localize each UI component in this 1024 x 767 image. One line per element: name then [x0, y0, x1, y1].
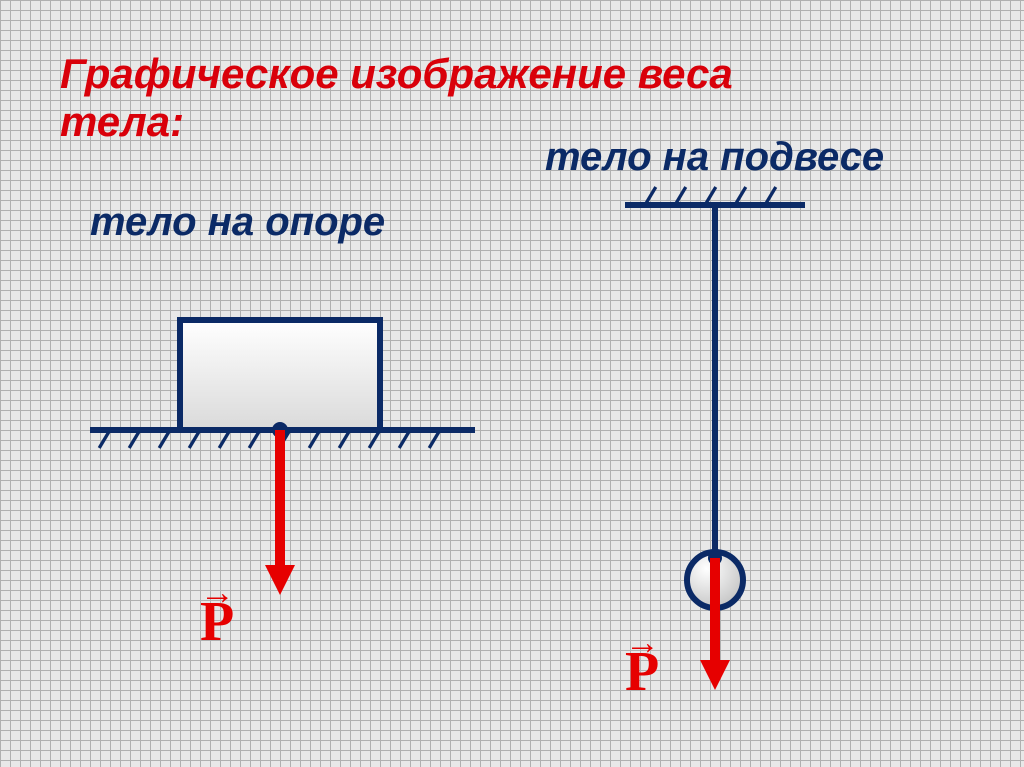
vector-label-support: →P — [200, 590, 234, 654]
diagram-content: Графическое изображение веса тела: тело … — [0, 0, 1024, 767]
suspension-diagram — [625, 187, 805, 690]
vector-label-suspension: →P — [625, 640, 659, 704]
support-diagram — [90, 320, 475, 595]
diagram-svg — [0, 0, 1024, 767]
